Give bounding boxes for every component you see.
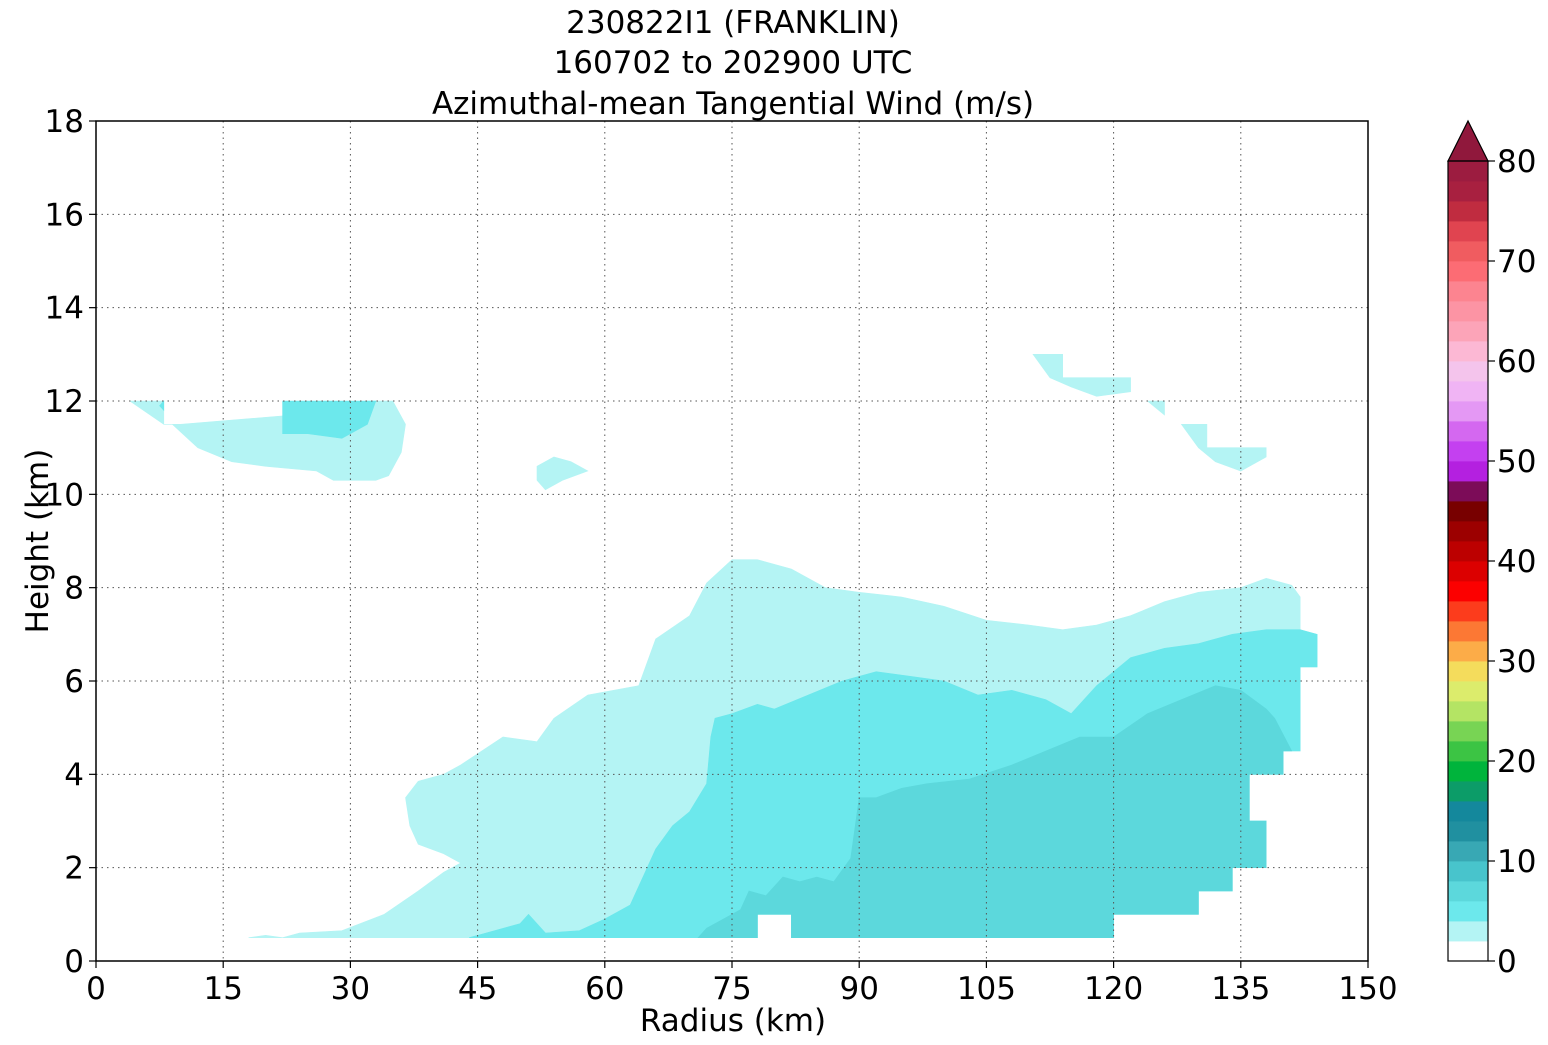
colorbar-swatch <box>1448 221 1488 242</box>
colorbar-swatch <box>1448 381 1488 402</box>
colorbar-swatch <box>1448 741 1488 762</box>
contour-fill-level-2-3 <box>536 456 589 491</box>
plot-area <box>95 120 1369 962</box>
colorbar-swatch <box>1448 801 1488 822</box>
colorbar-swatch <box>1448 821 1488 842</box>
x-tick-label: 15 <box>203 971 242 1007</box>
colorbar-swatch <box>1448 841 1488 862</box>
colorbar-tick-label: 30 <box>1497 644 1536 680</box>
colorbar-swatch <box>1448 181 1488 202</box>
colorbar-swatch <box>1448 781 1488 802</box>
colorbar-swatch <box>1448 261 1488 282</box>
contour-fill-level-4-1 <box>159 400 165 412</box>
colorbar-swatch <box>1448 201 1488 222</box>
x-tick-label: 120 <box>1084 971 1143 1007</box>
contour-fill-level-6-9 <box>697 685 1293 939</box>
x-axis-ticks: 0 15 30 45 60 75 90 105 120 135 150 <box>86 961 1398 1007</box>
colorbar-swatch <box>1448 641 1488 662</box>
colorbar-swatch <box>1448 161 1488 182</box>
chart-title-line-1: 230822I1 (FRANKLIN) <box>566 5 900 41</box>
colorbar-ticks: 0 10 20 30 40 50 60 70 80 <box>1488 144 1536 980</box>
colorbar-swatch <box>1448 321 1488 342</box>
colorbar-swatch <box>1448 561 1488 582</box>
y-tick-label: 12 <box>45 384 84 420</box>
chart-title-line-2: 160702 to 202900 UTC <box>554 45 913 81</box>
colorbar-swatch <box>1448 441 1488 462</box>
colorbar-swatch <box>1448 941 1488 962</box>
colorbar-swatch <box>1448 421 1488 442</box>
y-axis-label: Height (km) <box>20 449 56 634</box>
colorbar-swatch <box>1448 701 1488 722</box>
colorbar-tick-label: 60 <box>1497 344 1536 380</box>
colorbar-swatch <box>1448 341 1488 362</box>
x-tick-label: 0 <box>86 971 106 1007</box>
y-tick-label: 10 <box>45 477 84 513</box>
colorbar-swatch <box>1448 581 1488 602</box>
colorbar-tick-label: 40 <box>1497 544 1536 580</box>
colorbar-swatch <box>1448 301 1488 322</box>
x-tick-label: 90 <box>839 971 878 1007</box>
colorbar-swatch <box>1448 521 1488 542</box>
y-tick-label: 18 <box>45 104 84 140</box>
x-tick-label: 75 <box>712 971 751 1007</box>
y-tick-label: 14 <box>45 291 84 327</box>
colorbar-swatch <box>1448 461 1488 482</box>
x-tick-label: 30 <box>331 971 370 1007</box>
y-axis-ticks: 0 2 4 6 8 10 12 14 16 18 <box>45 104 96 980</box>
chart-title-line-3: Azimuthal-mean Tangential Wind (m/s) <box>432 86 1034 122</box>
y-tick-label: 6 <box>64 664 84 700</box>
x-tick-label: 60 <box>585 971 624 1007</box>
contour-fill-level-2-6 <box>1180 423 1267 472</box>
colorbar-swatch <box>1448 281 1488 302</box>
colorbar: 0 10 20 30 40 50 60 70 80 <box>1447 119 1536 980</box>
contour-fills <box>128 353 1318 939</box>
x-axis-label: Radius (km) <box>640 1003 826 1039</box>
y-tick-label: 4 <box>64 757 84 793</box>
contour-fill-level-2-5 <box>1146 400 1165 416</box>
colorbar-swatch <box>1448 761 1488 782</box>
colorbar-tick-label: 50 <box>1497 444 1536 480</box>
colorbar-swatch <box>1448 501 1488 522</box>
y-tick-label: 8 <box>64 571 84 607</box>
contour-fill-level-4-2 <box>282 400 377 439</box>
colorbar-swatches <box>1448 161 1488 962</box>
colorbar-swatch <box>1448 621 1488 642</box>
colorbar-tick-label: 10 <box>1497 844 1536 880</box>
x-tick-label: 150 <box>1338 971 1397 1007</box>
contour-fill-level-2-4 <box>1032 353 1131 397</box>
colorbar-swatch <box>1448 681 1488 702</box>
y-tick-label: 2 <box>64 851 84 887</box>
colorbar-swatch <box>1448 601 1488 622</box>
colorbar-tick-label: 20 <box>1497 744 1536 780</box>
colorbar-swatch <box>1448 721 1488 742</box>
y-tick-label: 0 <box>64 944 84 980</box>
colorbar-swatch <box>1448 901 1488 922</box>
y-tick-label: 16 <box>45 197 84 233</box>
x-tick-label: 135 <box>1211 971 1270 1007</box>
colorbar-swatch <box>1448 541 1488 562</box>
colorbar-tick-label: 0 <box>1497 944 1517 980</box>
x-tick-label: 45 <box>458 971 497 1007</box>
colorbar-swatch <box>1448 361 1488 382</box>
x-tick-label: 105 <box>957 971 1016 1007</box>
colorbar-swatch <box>1448 661 1488 682</box>
colorbar-tick-label: 70 <box>1497 244 1536 280</box>
colorbar-swatch <box>1448 401 1488 422</box>
gridlines <box>96 121 1368 961</box>
colorbar-tick-label: 80 <box>1497 144 1536 180</box>
colorbar-swatch <box>1448 241 1488 262</box>
colorbar-swatch <box>1448 921 1488 942</box>
colorbar-swatch <box>1448 881 1488 902</box>
colorbar-swatch <box>1448 481 1488 502</box>
colorbar-swatch <box>1448 861 1488 882</box>
